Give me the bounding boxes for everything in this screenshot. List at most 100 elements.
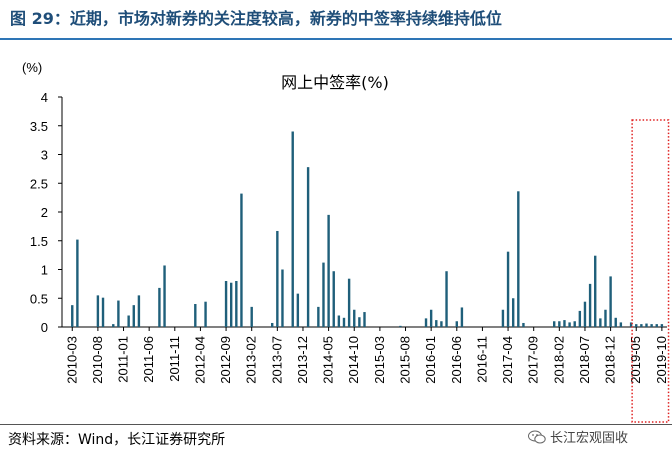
x-tick-label: 2016-01 [423, 336, 438, 384]
bar [629, 322, 633, 327]
bar [640, 324, 643, 327]
y-tick-label: 3 [41, 148, 48, 163]
watermark-text: 长江宏观固收 [550, 431, 629, 446]
bar [271, 322, 274, 327]
y-axis: 0 0.5 1 1.5 2 2.5 3 3.5 4 [30, 90, 63, 335]
bar [337, 315, 341, 327]
bar [614, 317, 617, 327]
x-tick-label: 2012-04 [192, 336, 207, 384]
bar [317, 306, 320, 327]
x-tick-label: 2018-07 [577, 336, 592, 384]
bar [655, 324, 658, 327]
bar [583, 301, 587, 327]
bar [594, 255, 597, 327]
source-note: 资料来源：Wind，长江证券研究所 [8, 432, 226, 448]
bar [588, 283, 592, 327]
bar [127, 315, 130, 327]
wechat-icon [528, 430, 546, 443]
bar [563, 320, 566, 327]
y-tick-label: 0 [41, 320, 48, 335]
bar [558, 321, 561, 327]
bar [363, 312, 366, 327]
bar [660, 324, 664, 327]
y-tick-label: 0.5 [30, 291, 48, 306]
bar [117, 300, 120, 327]
bar [358, 317, 361, 327]
y-tick-label: 2.5 [30, 176, 48, 191]
bar [609, 276, 612, 327]
bar [619, 322, 623, 327]
x-tick-label: 2017-09 [526, 336, 541, 384]
bar [424, 318, 428, 327]
x-tick-label: 2019-10 [654, 336, 669, 384]
y-tick-label: 2 [41, 205, 48, 220]
bar [645, 323, 648, 327]
x-tick-label: 2019-05 [628, 336, 643, 384]
x-tick-label: 2016-06 [449, 336, 464, 384]
x-tick-label: 2017-04 [500, 336, 515, 384]
x-tick-label: 2016-11 [474, 336, 489, 383]
y-tick-label: 1 [41, 263, 48, 278]
y-axis-unit-label: (%) [22, 60, 42, 75]
x-axis: 2010-03 2010-08 2011-01 2011-06 2011-11 2012-… [62, 326, 669, 384]
bar [568, 322, 571, 327]
x-tick-label: 2014-05 [321, 336, 336, 384]
x-tick-label: 2018-12 [603, 336, 618, 384]
x-tick-label: 2011-11 [167, 336, 182, 382]
bar [517, 191, 520, 327]
bar [511, 298, 515, 327]
highlight-box [631, 119, 670, 423]
bar [327, 214, 330, 327]
bar [291, 131, 294, 327]
bar [399, 325, 402, 327]
bar [429, 309, 433, 327]
bar [112, 324, 115, 327]
bar [101, 297, 105, 327]
bar [445, 271, 448, 327]
bar [599, 318, 602, 327]
x-tick-label: 2013-02 [244, 336, 259, 384]
y-tick-label: 4 [41, 90, 48, 105]
bar [578, 310, 582, 327]
bar [553, 321, 556, 327]
bar [604, 309, 607, 327]
watermark: 长江宏观固收 [528, 427, 628, 446]
bar [506, 251, 510, 327]
y-tick-label: 3.5 [30, 119, 48, 134]
bar [71, 305, 74, 327]
x-tick-label: 2012-09 [218, 336, 233, 384]
x-tick-label: 2018-02 [551, 336, 566, 384]
bar [435, 320, 438, 327]
chart-title: 网上中签率(%) [281, 73, 389, 92]
bar [522, 322, 525, 327]
bar [132, 305, 135, 327]
x-tick-label: 2015-03 [372, 336, 387, 384]
bar [306, 167, 310, 327]
bar [163, 265, 166, 327]
bar [76, 239, 79, 327]
bar-chart: 网上中签率(%) (%) 0 0.5 1 1.5 2 2.5 3 3.5 4 2010-03 20… [22, 60, 670, 423]
x-tick-label: 2010-03 [64, 336, 79, 384]
bar [650, 324, 653, 327]
bar [224, 281, 228, 327]
bottom-rule [0, 424, 672, 425]
x-tick-label: 2013-12 [295, 336, 310, 384]
figure-title: 图 29：近期，市场对新券的关注度较高，新券的中签率持续维持低位 [10, 9, 502, 28]
bar [281, 269, 284, 327]
bar [342, 317, 346, 327]
bar [573, 321, 576, 327]
x-tick-label: 2013-07 [269, 336, 284, 384]
y-tick-label: 1.5 [30, 234, 48, 249]
bar [235, 281, 238, 327]
bar [229, 282, 233, 327]
bar [347, 278, 351, 327]
x-tick-label: 2011-06 [141, 336, 156, 383]
x-tick-label: 2011-01 [116, 336, 131, 383]
bar [296, 293, 300, 327]
x-tick-label: 2015-08 [398, 336, 413, 384]
title-rule [0, 38, 672, 40]
bar [440, 321, 443, 327]
bar [194, 304, 197, 327]
bar [204, 301, 207, 327]
bar [460, 307, 464, 327]
